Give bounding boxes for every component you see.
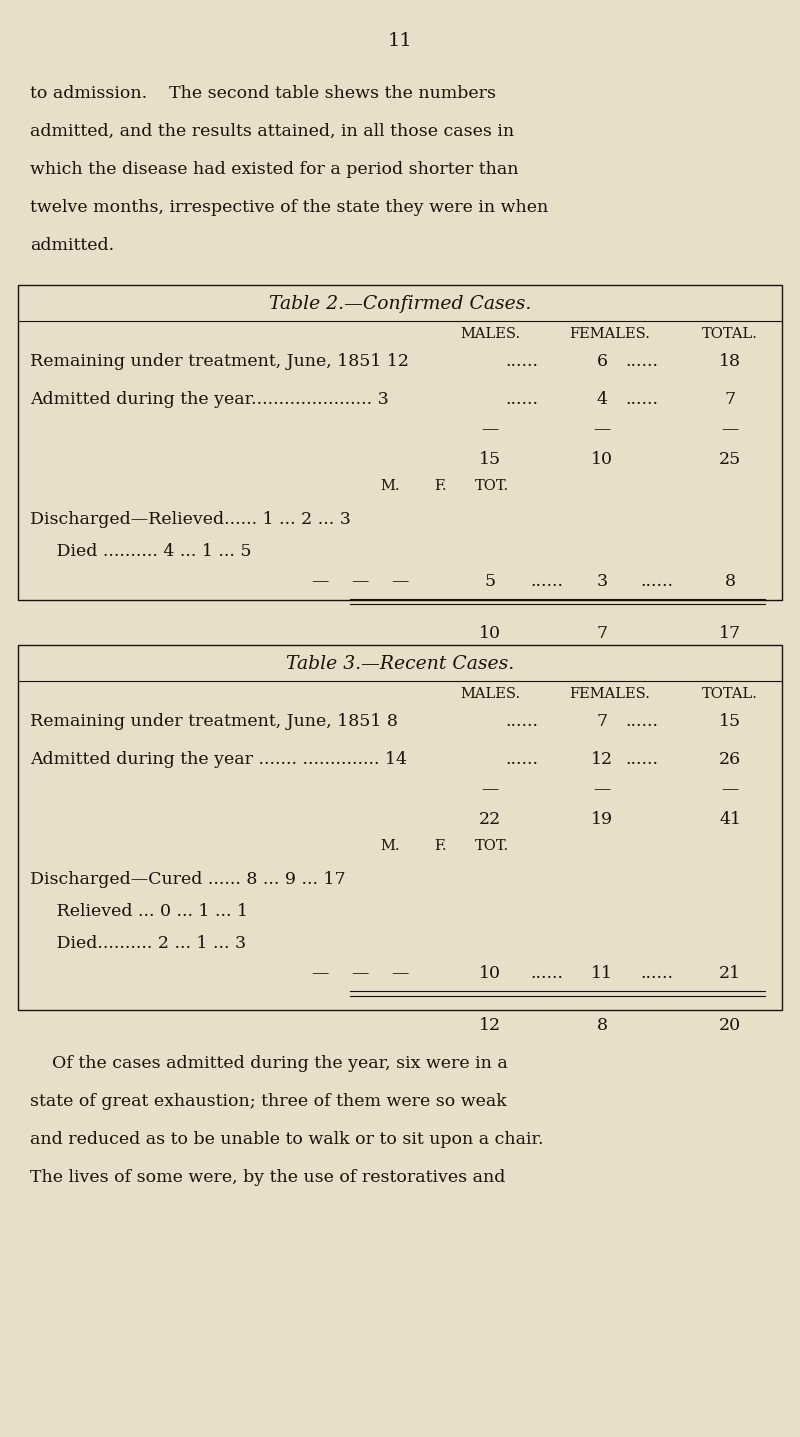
Text: —: — xyxy=(391,573,409,591)
Text: 15: 15 xyxy=(719,713,741,730)
Bar xyxy=(18,285,782,601)
Text: to admission.    The second table shews the numbers: to admission. The second table shews the… xyxy=(30,85,496,102)
Text: ......: ...... xyxy=(505,391,538,408)
Text: FEMALES.: FEMALES. xyxy=(570,687,650,701)
Text: Of the cases admitted during the year, six were in a: Of the cases admitted during the year, s… xyxy=(30,1055,508,1072)
Text: MALES.: MALES. xyxy=(460,328,520,341)
Text: TOTAL.: TOTAL. xyxy=(702,687,758,701)
Text: —: — xyxy=(391,966,409,981)
Text: F.: F. xyxy=(434,479,446,493)
Text: Died.......... 2 ... 1 ... 3: Died.......... 2 ... 1 ... 3 xyxy=(30,935,246,951)
Text: ......: ...... xyxy=(530,966,563,981)
Text: 12: 12 xyxy=(591,752,613,767)
Text: 7: 7 xyxy=(725,391,735,408)
Text: 41: 41 xyxy=(719,810,741,828)
Text: ......: ...... xyxy=(530,573,563,591)
Text: ......: ...... xyxy=(640,966,673,981)
Text: 22: 22 xyxy=(479,810,501,828)
Text: 6: 6 xyxy=(597,354,607,369)
Text: —: — xyxy=(351,966,369,981)
Text: 10: 10 xyxy=(591,451,613,468)
Text: —: — xyxy=(722,780,738,798)
Text: —: — xyxy=(594,421,610,438)
Text: 11: 11 xyxy=(388,32,412,50)
Text: and reduced as to be unable to walk or to sit upon a chair.: and reduced as to be unable to walk or t… xyxy=(30,1131,543,1148)
Text: Discharged—Relieved...... 1 ... 2 ... 3: Discharged—Relieved...... 1 ... 2 ... 3 xyxy=(30,512,351,527)
Text: ......: ...... xyxy=(625,713,658,730)
Text: F.: F. xyxy=(434,839,446,854)
Text: state of great exhaustion; three of them were so weak: state of great exhaustion; three of them… xyxy=(30,1094,506,1109)
Text: ......: ...... xyxy=(505,713,538,730)
Text: —: — xyxy=(482,780,498,798)
Text: 3: 3 xyxy=(597,573,607,591)
Bar xyxy=(18,645,782,1010)
Text: 10: 10 xyxy=(479,966,501,981)
Text: Discharged—Cured ...... 8 ... 9 ... 17: Discharged—Cured ...... 8 ... 9 ... 17 xyxy=(30,871,346,888)
Text: Table 2.—Confirmed Cases.: Table 2.—Confirmed Cases. xyxy=(269,295,531,313)
Text: 26: 26 xyxy=(719,752,741,767)
Text: 7: 7 xyxy=(597,625,607,642)
Text: —: — xyxy=(311,966,329,981)
Text: TOTAL.: TOTAL. xyxy=(702,328,758,341)
Text: Remaining under treatment, June, 1851 8: Remaining under treatment, June, 1851 8 xyxy=(30,713,398,730)
Text: Admitted during the year ....... .............. 14: Admitted during the year ....... .......… xyxy=(30,752,407,767)
Text: ......: ...... xyxy=(625,752,658,767)
Text: 7: 7 xyxy=(597,713,607,730)
Text: MALES.: MALES. xyxy=(460,687,520,701)
Text: ......: ...... xyxy=(625,354,658,369)
Text: 12: 12 xyxy=(479,1017,501,1035)
Text: ......: ...... xyxy=(640,573,673,591)
Text: —: — xyxy=(722,421,738,438)
Text: admitted, and the results attained, in all those cases in: admitted, and the results attained, in a… xyxy=(30,124,514,139)
Text: 15: 15 xyxy=(479,451,501,468)
Text: Admitted during the year...................... 3: Admitted during the year................… xyxy=(30,391,389,408)
Text: —: — xyxy=(482,421,498,438)
Text: twelve months, irrespective of the state they were in when: twelve months, irrespective of the state… xyxy=(30,198,548,216)
Text: ......: ...... xyxy=(625,391,658,408)
Text: 4: 4 xyxy=(597,391,607,408)
Text: 10: 10 xyxy=(479,625,501,642)
Text: —: — xyxy=(311,573,329,591)
Text: ......: ...... xyxy=(505,752,538,767)
Text: The lives of some were, by the use of restoratives and: The lives of some were, by the use of re… xyxy=(30,1170,506,1186)
Text: 17: 17 xyxy=(719,625,741,642)
Text: which the disease had existed for a period shorter than: which the disease had existed for a peri… xyxy=(30,161,518,178)
Text: 8: 8 xyxy=(597,1017,607,1035)
Text: Relieved ... 0 ... 1 ... 1: Relieved ... 0 ... 1 ... 1 xyxy=(30,902,248,920)
Text: 25: 25 xyxy=(719,451,741,468)
Text: admitted.: admitted. xyxy=(30,237,114,254)
Text: M.: M. xyxy=(380,839,400,854)
Text: —: — xyxy=(594,780,610,798)
Text: 11: 11 xyxy=(591,966,613,981)
Text: ......: ...... xyxy=(505,354,538,369)
Text: M.: M. xyxy=(380,479,400,493)
Text: TOT.: TOT. xyxy=(475,479,509,493)
Text: FEMALES.: FEMALES. xyxy=(570,328,650,341)
Text: 20: 20 xyxy=(719,1017,741,1035)
Text: 18: 18 xyxy=(719,354,741,369)
Text: —: — xyxy=(351,573,369,591)
Text: Remaining under treatment, June, 1851 12: Remaining under treatment, June, 1851 12 xyxy=(30,354,409,369)
Text: 8: 8 xyxy=(725,573,735,591)
Text: 19: 19 xyxy=(591,810,613,828)
Text: 5: 5 xyxy=(485,573,495,591)
Text: Died .......... 4 ... 1 ... 5: Died .......... 4 ... 1 ... 5 xyxy=(30,543,251,560)
Text: TOT.: TOT. xyxy=(475,839,509,854)
Text: 21: 21 xyxy=(719,966,741,981)
Text: Table 3.—Recent Cases.: Table 3.—Recent Cases. xyxy=(286,655,514,673)
